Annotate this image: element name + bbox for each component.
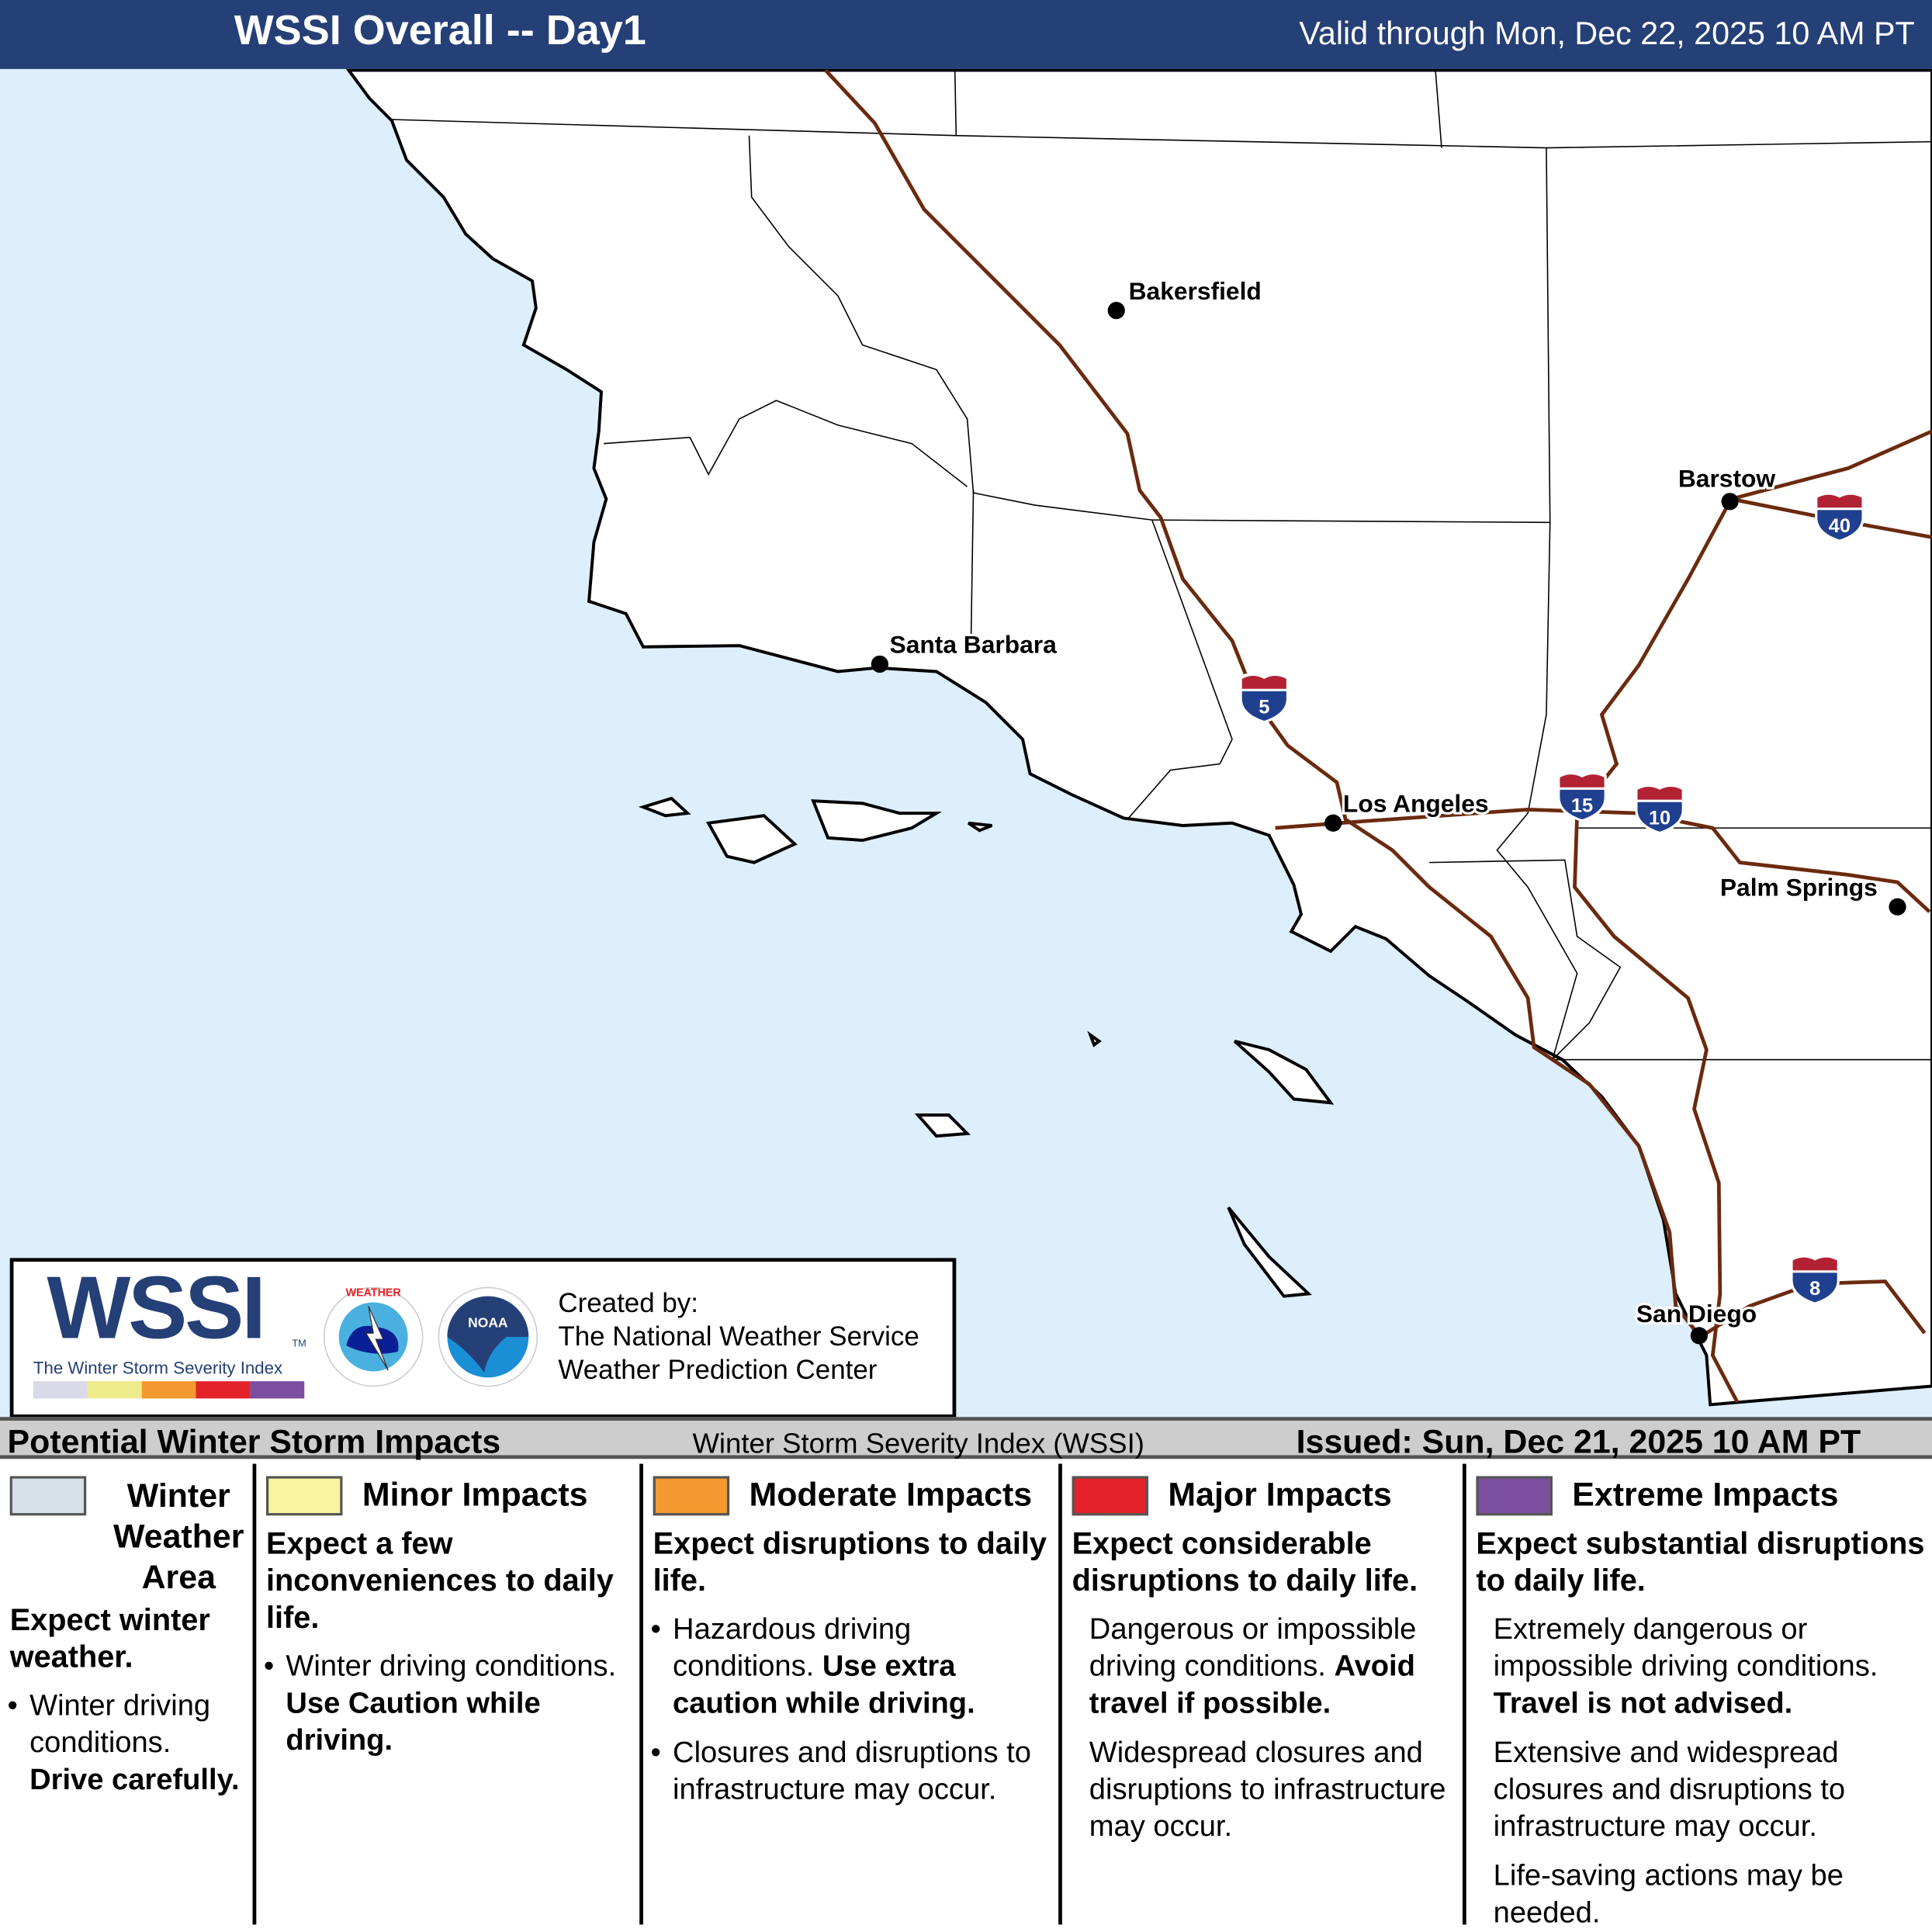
interstate-shields: 5 15 10 40 8 (1239, 491, 1864, 1305)
level-headline: Expect a few inconveniences to daily lif… (266, 1526, 614, 1636)
page-title: WSSI Overall -- Day1 (234, 7, 646, 54)
interstate-number: 40 (1829, 515, 1851, 537)
level-swatch (653, 1476, 730, 1516)
legend-divider (1058, 1463, 1062, 1925)
index-name: Winter Storm Severity Index (WSSI) (692, 1426, 1144, 1459)
interstate-shield-icon: 15 (1557, 771, 1607, 822)
level-name: Extreme Impacts (1572, 1476, 1839, 1514)
credits-box: WSSI TM The Winter Storm Severity Index … (9, 1258, 957, 1418)
trademark: TM (292, 1338, 306, 1349)
wssi-color-bar (33, 1381, 305, 1399)
level-bullet: • Winter driving conditions. Drive carefu… (7, 1689, 240, 1797)
map: Bakersfield Santa Barbara Los Angeles Barst… (0, 68, 1932, 1418)
svg-text:NOAA: NOAA (468, 1314, 508, 1330)
header-bar: WSSI Overall -- Day1 Valid through Mon, … (0, 0, 1932, 69)
issued-time: Issued: Sun, Dec 21, 2025 10 AM PT (1296, 1423, 1861, 1460)
level-bullet: • Hazardous driving conditions. Use extra… (650, 1612, 975, 1720)
legend-column-extreme-impacts: Extreme Impacts Expect substantial disrup… (1476, 1464, 1929, 1930)
valid-time: Valid through Mon, Dec 22, 2025 10 AM PT (1299, 15, 1915, 52)
city-dot (1721, 493, 1739, 511)
color-bar-segment (250, 1381, 305, 1399)
noaa-logo-icon: NOAA (438, 1286, 538, 1387)
city-dot (1324, 814, 1342, 832)
color-bar-segment (87, 1381, 142, 1399)
level-bullet: Dangerous or impossible driving conditio… (1089, 1612, 1417, 1720)
legend-title-bar: Potential Winter Storm Impacts Winter St… (0, 1417, 1932, 1460)
created-by: Created by: The National Weather Service… (558, 1286, 919, 1387)
nws-logo-icon: WEATHER (323, 1287, 424, 1387)
city-dot (1889, 898, 1906, 916)
interstate-10-route (1275, 807, 1931, 913)
level-bullet: Extremely dangerous or impossible drivin… (1493, 1612, 1878, 1720)
created-by-label: Created by: (558, 1287, 698, 1319)
interstate-15-route (1573, 498, 1740, 1404)
interstate-number: 5 (1259, 696, 1269, 718)
interstate-5-route (824, 68, 1702, 1338)
legend-column-minor-impacts: Minor Impacts Expect a few inconveniences… (263, 1464, 639, 1925)
svg-text:WEATHER: WEATHER (346, 1287, 402, 1300)
level-name: Minor Impacts (362, 1476, 588, 1514)
level-swatch (1476, 1476, 1553, 1516)
interstate-number: 8 (1809, 1278, 1820, 1300)
level-bullet: Life-saving actions may be needed. (1493, 1859, 1844, 1930)
interstate-shield-icon: 40 (1815, 491, 1864, 542)
color-bar-segment (141, 1381, 196, 1399)
city-dot (1107, 302, 1125, 320)
city-label: Barstow (1678, 464, 1776, 492)
legend-divider (1462, 1463, 1466, 1925)
level-swatch (266, 1476, 343, 1516)
legend-column-winter-weather-area: Winter Weather Area Expect winter weather… (7, 1464, 251, 1925)
county-lines (391, 70, 1932, 1061)
level-headline: Expect considerable disruptions to daily… (1072, 1526, 1418, 1598)
level-swatch (9, 1476, 87, 1516)
legend-title: Potential Winter Storm Impacts (7, 1423, 501, 1460)
level-headline: Expect disruptions to daily life. (653, 1526, 1047, 1598)
city-label: Palm Springs (1720, 873, 1878, 901)
islands (638, 796, 1335, 1298)
agency-logos: WEATHER NOAA (323, 1286, 538, 1387)
level-name: Major Impacts (1168, 1476, 1392, 1514)
color-bar-segment (33, 1381, 88, 1399)
legend-divider (639, 1463, 643, 1925)
city-dot (1690, 1327, 1708, 1345)
city-label: San Diego (1636, 1300, 1757, 1328)
interstate-number: 15 (1571, 795, 1593, 816)
interstate-shield-icon: 10 (1635, 783, 1684, 835)
interstate-number: 10 (1649, 807, 1671, 829)
creator-wpc: Weather Prediction Center (558, 1354, 878, 1385)
level-swatch (1072, 1476, 1149, 1516)
city-label: Los Angeles (1343, 789, 1489, 817)
city-label: Santa Barbara (890, 631, 1058, 659)
city-dot (871, 655, 888, 673)
wssi-logo: WSSI (47, 1259, 266, 1358)
creator-nws: The National Weather Service (558, 1321, 919, 1352)
level-bullet: • Winter driving conditions. Use Caution … (263, 1650, 617, 1757)
interstate-shield-icon: 8 (1790, 1254, 1840, 1305)
cities: Bakersfield Santa Barbara Los Angeles Barst… (871, 275, 1906, 1345)
level-bullet: Widespread closures and disruptions to i… (1089, 1736, 1446, 1844)
city-label: Bakersfield (1129, 277, 1262, 305)
interstate-shield-icon: 5 (1239, 673, 1290, 724)
level-name: Moderate Impacts (749, 1476, 1033, 1514)
wssi-subtitle: The Winter Storm Severity Index (33, 1357, 283, 1378)
legend-column-major-impacts: Major Impacts Expect considerable disrupt… (1072, 1464, 1462, 1925)
level-bullet: • Closures and disruptions to infrastruct… (650, 1736, 1031, 1807)
legend-column-moderate-impacts: Moderate Impacts Expect disruptions to da… (650, 1464, 1058, 1925)
level-headline: Expect winter weather. (9, 1603, 210, 1675)
level-headline: Expect substantial disruptions to daily … (1476, 1526, 1925, 1598)
level-name: Winter Weather Area (113, 1477, 244, 1596)
legend-divider (252, 1463, 257, 1925)
color-bar-segment (196, 1381, 251, 1399)
level-bullet: Extensive and widespread closures and di… (1493, 1736, 1846, 1844)
